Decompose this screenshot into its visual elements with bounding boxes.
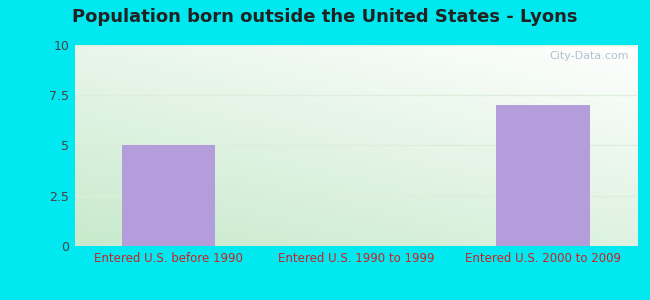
Bar <box>122 146 215 246</box>
Bar <box>497 105 590 246</box>
Text: Population born outside the United States - Lyons: Population born outside the United State… <box>72 8 578 26</box>
Text: City-Data.com: City-Data.com <box>549 51 629 61</box>
